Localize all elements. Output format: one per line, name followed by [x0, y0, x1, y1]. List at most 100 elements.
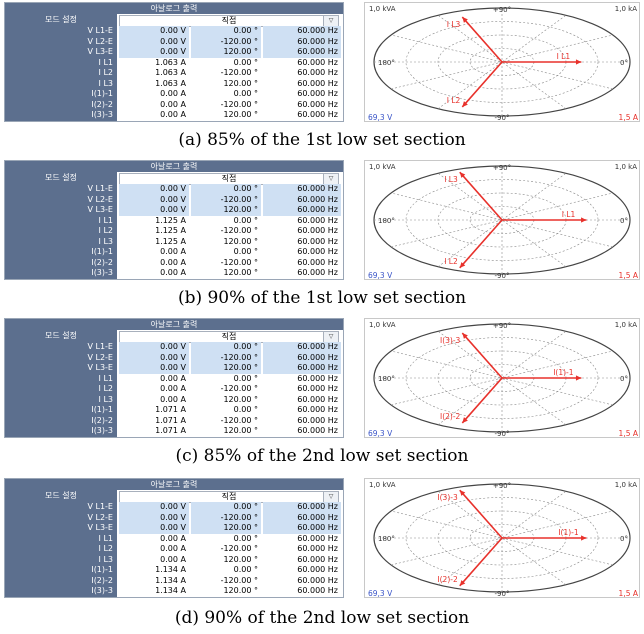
- angle-field[interactable]: -120.00 °: [220, 575, 258, 585]
- magnitude-field[interactable]: 1.071 A: [155, 426, 186, 435]
- frequency-field[interactable]: 60.000 Hz: [297, 373, 338, 383]
- angle-field[interactable]: -120.00 °: [220, 544, 258, 553]
- frequency-field[interactable]: 60.000 Hz: [297, 257, 338, 267]
- magnitude-field[interactable]: 0.00 A: [160, 394, 186, 404]
- magnitude-field[interactable]: 0.00 A: [160, 89, 186, 98]
- frequency-field[interactable]: 60.000 Hz: [297, 405, 338, 414]
- angle-field[interactable]: -120.00 °: [220, 384, 258, 393]
- magnitude-field[interactable]: 0.00 V: [119, 47, 189, 58]
- magnitude-field[interactable]: 1.063 A: [155, 57, 186, 67]
- magnitude-field[interactable]: 0.00 V: [119, 363, 189, 374]
- angle-field[interactable]: 120.00 °: [223, 586, 258, 595]
- angle-field[interactable]: -120.00 °: [191, 352, 261, 363]
- frequency-field[interactable]: 60.000 Hz: [297, 215, 338, 225]
- angle-field[interactable]: 0.00 °: [233, 405, 258, 414]
- frequency-field[interactable]: 60.000 Hz: [263, 523, 341, 534]
- magnitude-field[interactable]: 0.00 V: [119, 342, 189, 353]
- magnitude-field[interactable]: 1.134 A: [155, 586, 186, 595]
- angle-field[interactable]: 0.00 °: [233, 565, 258, 574]
- magnitude-field[interactable]: 0.00 A: [160, 247, 186, 256]
- magnitude-field[interactable]: 0.00 A: [160, 544, 186, 553]
- chevron-down-icon[interactable]: ▽: [323, 174, 338, 184]
- frequency-field[interactable]: 60.000 Hz: [263, 502, 341, 513]
- frequency-field[interactable]: 60.000 Hz: [297, 68, 338, 77]
- frequency-field[interactable]: 60.000 Hz: [263, 26, 341, 37]
- angle-field[interactable]: 120.00 °: [223, 268, 258, 277]
- frequency-field[interactable]: 60.000 Hz: [297, 99, 338, 109]
- frequency-field[interactable]: 60.000 Hz: [263, 194, 341, 205]
- magnitude-field[interactable]: 0.00 A: [160, 554, 186, 564]
- magnitude-field[interactable]: 1.071 A: [155, 405, 186, 414]
- frequency-field[interactable]: 60.000 Hz: [297, 533, 338, 543]
- frequency-field[interactable]: 60.000 Hz: [297, 89, 338, 98]
- magnitude-field[interactable]: 1.071 A: [155, 415, 186, 425]
- magnitude-field[interactable]: 1.063 A: [155, 78, 186, 88]
- frequency-field[interactable]: 60.000 Hz: [263, 512, 341, 523]
- frequency-field[interactable]: 60.000 Hz: [297, 544, 338, 553]
- frequency-field[interactable]: 60.000 Hz: [297, 57, 338, 67]
- frequency-field[interactable]: 60.000 Hz: [263, 47, 341, 58]
- frequency-field[interactable]: 60.000 Hz: [297, 586, 338, 595]
- chevron-down-icon[interactable]: ▽: [323, 332, 338, 342]
- angle-field[interactable]: 120.00 °: [223, 110, 258, 119]
- angle-field[interactable]: 120.00 °: [223, 236, 258, 246]
- magnitude-field[interactable]: 1.125 A: [155, 236, 186, 246]
- frequency-field[interactable]: 60.000 Hz: [297, 554, 338, 564]
- angle-field[interactable]: -120.00 °: [191, 194, 261, 205]
- frequency-field[interactable]: 60.000 Hz: [297, 394, 338, 404]
- magnitude-field[interactable]: 0.00 V: [119, 36, 189, 47]
- frequency-field[interactable]: 60.000 Hz: [297, 415, 338, 425]
- frequency-field[interactable]: 60.000 Hz: [297, 226, 338, 235]
- angle-field[interactable]: 0.00 °: [233, 533, 258, 543]
- chevron-down-icon[interactable]: ▽: [323, 16, 338, 26]
- magnitude-field[interactable]: 1.063 A: [155, 68, 186, 77]
- chevron-down-icon[interactable]: ▽: [323, 492, 338, 502]
- angle-field[interactable]: 120.00 °: [223, 394, 258, 404]
- frequency-field[interactable]: 60.000 Hz: [263, 36, 341, 47]
- angle-field[interactable]: 0.00 °: [233, 89, 258, 98]
- magnitude-field[interactable]: 0.00 A: [160, 257, 186, 267]
- angle-field[interactable]: -120.00 °: [220, 226, 258, 235]
- magnitude-field[interactable]: 0.00 V: [119, 194, 189, 205]
- frequency-field[interactable]: 60.000 Hz: [297, 110, 338, 119]
- frequency-field[interactable]: 60.000 Hz: [297, 268, 338, 277]
- angle-field[interactable]: 0.00 °: [191, 502, 261, 513]
- frequency-field[interactable]: 60.000 Hz: [297, 247, 338, 256]
- magnitude-field[interactable]: 1.134 A: [155, 565, 186, 574]
- frequency-field[interactable]: 60.000 Hz: [263, 352, 341, 363]
- magnitude-field[interactable]: 1.125 A: [155, 215, 186, 225]
- magnitude-field[interactable]: 0.00 V: [119, 26, 189, 37]
- frequency-field[interactable]: 60.000 Hz: [297, 565, 338, 574]
- frequency-field[interactable]: 60.000 Hz: [263, 342, 341, 353]
- magnitude-field[interactable]: 1.125 A: [155, 226, 186, 235]
- angle-field[interactable]: 120.00 °: [223, 426, 258, 435]
- magnitude-field[interactable]: 1.134 A: [155, 575, 186, 585]
- frequency-field[interactable]: 60.000 Hz: [263, 184, 341, 195]
- magnitude-field[interactable]: 0.00 V: [119, 184, 189, 195]
- angle-field[interactable]: -120.00 °: [191, 512, 261, 523]
- angle-field[interactable]: 0.00 °: [233, 247, 258, 256]
- angle-field[interactable]: -120.00 °: [220, 99, 258, 109]
- magnitude-field[interactable]: 0.00 A: [160, 384, 186, 393]
- angle-field[interactable]: 0.00 °: [233, 57, 258, 67]
- angle-field[interactable]: 120.00 °: [191, 47, 261, 58]
- frequency-field[interactable]: 60.000 Hz: [297, 384, 338, 393]
- magnitude-field[interactable]: 0.00 A: [160, 533, 186, 543]
- angle-field[interactable]: -120.00 °: [220, 415, 258, 425]
- frequency-field[interactable]: 60.000 Hz: [263, 205, 341, 216]
- angle-field[interactable]: 0.00 °: [191, 184, 261, 195]
- frequency-field[interactable]: 60.000 Hz: [297, 575, 338, 585]
- frequency-field[interactable]: 60.000 Hz: [297, 236, 338, 246]
- angle-field[interactable]: 0.00 °: [191, 26, 261, 37]
- magnitude-field[interactable]: 0.00 V: [119, 352, 189, 363]
- magnitude-field[interactable]: 0.00 V: [119, 502, 189, 513]
- angle-field[interactable]: 120.00 °: [191, 205, 261, 216]
- angle-field[interactable]: -120.00 °: [220, 257, 258, 267]
- frequency-field[interactable]: 60.000 Hz: [297, 78, 338, 88]
- angle-field[interactable]: 120.00 °: [191, 363, 261, 374]
- frequency-field[interactable]: 60.000 Hz: [297, 426, 338, 435]
- angle-field[interactable]: 0.00 °: [233, 373, 258, 383]
- magnitude-field[interactable]: 0.00 A: [160, 268, 186, 277]
- magnitude-field[interactable]: 0.00 A: [160, 373, 186, 383]
- magnitude-field[interactable]: 0.00 V: [119, 512, 189, 523]
